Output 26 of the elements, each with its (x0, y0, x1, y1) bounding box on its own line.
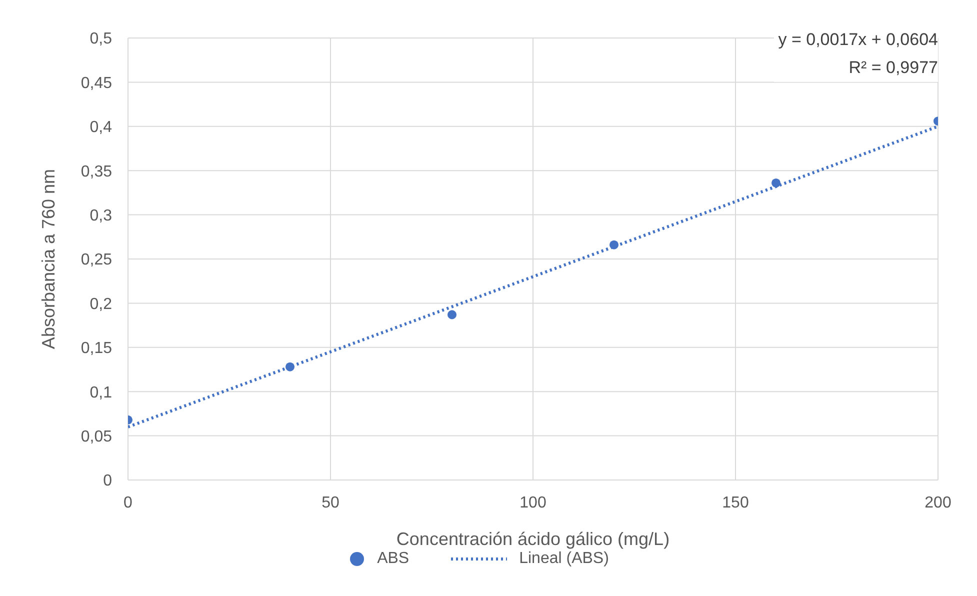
x-tick-label: 200 (924, 494, 952, 512)
y-tick-label: 0,35 (80, 163, 112, 180)
x-tick-label: 0 (124, 494, 133, 512)
x-tick-label: 100 (520, 494, 546, 512)
y-tick-label: 0,15 (80, 340, 112, 358)
annotation: R² = 0,9977 (848, 57, 938, 79)
y-tick-label: 0,25 (80, 252, 112, 269)
y-axis-title: Absorbancia a 760 nm (38, 168, 58, 350)
legend-label: Lineal (ABS) (519, 550, 609, 568)
point (609, 240, 619, 250)
y-tick-label: 0,45 (80, 74, 112, 92)
y-tick-label: 0,05 (80, 428, 112, 446)
point (771, 178, 781, 188)
y-tick-label: 0,2 (90, 296, 112, 313)
x-axis-title: Concentración ácido gálico (mg/L) (396, 529, 670, 549)
point (447, 310, 457, 320)
y-tick-label: 0,1 (90, 384, 112, 402)
y-tick-label: 0 (103, 472, 112, 490)
x-tick-label: 50 (322, 494, 340, 512)
annotation: y = 0,0017x + 0,0604 (778, 29, 938, 51)
point (285, 362, 295, 372)
y-tick-label: 0,3 (90, 207, 112, 224)
y-tick-label: 0,4 (90, 119, 112, 136)
y-tick-label: 0,5 (90, 30, 112, 48)
x-tick-label: 150 (722, 494, 749, 512)
legend-label: ABS (377, 550, 410, 568)
